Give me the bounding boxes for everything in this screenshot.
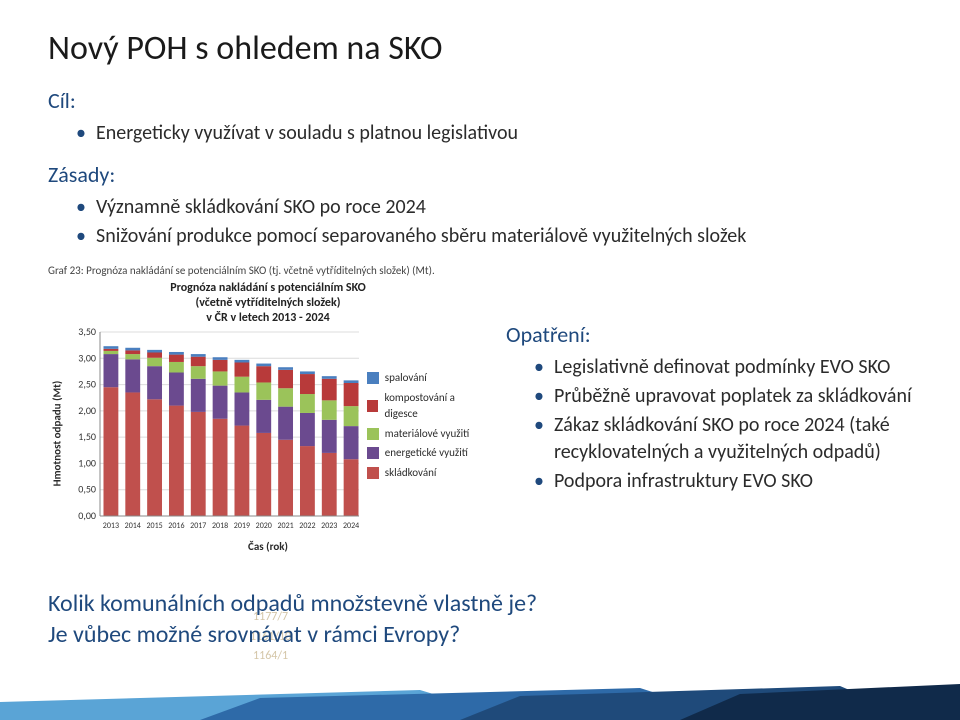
svg-text:0,00: 0,00 — [78, 509, 96, 522]
section-opatreni: Opatření: Legislativně definovat podmínk… — [506, 281, 912, 509]
svg-text:2,50: 2,50 — [78, 378, 96, 391]
section-zasady: Zásady: Významně skládkování SKO po roce… — [48, 161, 912, 250]
legend-swatch — [367, 428, 379, 440]
list-item: Legislativně definovat podmínky EVO SKO — [534, 354, 912, 381]
svg-text:2022: 2022 — [299, 521, 315, 531]
svg-text:0,50: 0,50 — [78, 483, 96, 496]
list-item: Podpora infrastruktury EVO SKO — [534, 468, 912, 495]
question-text: Kolik komunálních odpadů množstevně vlas… — [48, 588, 537, 619]
page-title: Nový POH s ohledem na SKO — [48, 28, 912, 69]
legend-item: spalování — [367, 370, 488, 387]
legend-swatch — [367, 400, 379, 412]
svg-text:2024: 2024 — [343, 521, 359, 531]
legend-swatch — [367, 372, 379, 384]
legend-label: materiálové využití — [385, 426, 470, 443]
legend-item: materiálové využití — [367, 426, 488, 443]
legend-item: energetické využití — [367, 445, 488, 462]
chart-block: Prognóza nakládání s potenciálním SKO(vč… — [48, 281, 488, 553]
bottom-questions: Kolik komunálních odpadů množstevně vlas… — [48, 588, 537, 650]
svg-text:2016: 2016 — [168, 521, 184, 531]
legend-label: kompostování a digesce — [384, 390, 488, 423]
svg-text:2018: 2018 — [212, 521, 228, 531]
svg-text:2,00: 2,00 — [78, 404, 96, 417]
list-item: Snižování produkce pomocí separovaného s… — [76, 223, 912, 250]
svg-text:2014: 2014 — [125, 521, 141, 531]
zasady-label: Zásady: — [48, 161, 912, 188]
svg-text:2023: 2023 — [321, 521, 337, 531]
legend-label: energetické využití — [385, 445, 468, 462]
stacked-bar-chart: 0,00 0,50 1,00 1,50 2,00 2,50 3,00 3,50 2013 2014… — [66, 328, 359, 538]
opatreni-list: Legislativně definovat podmínky EVO SKOP… — [534, 354, 912, 495]
svg-text:3,00: 3,00 — [78, 351, 96, 364]
chart-xlabel: Čas (rok) — [48, 540, 488, 553]
opatreni-label: Opatření: — [506, 321, 912, 348]
svg-text:3,50: 3,50 — [78, 328, 96, 338]
svg-text:1,00: 1,00 — [78, 456, 96, 469]
svg-text:2021: 2021 — [277, 521, 293, 531]
svg-text:2020: 2020 — [256, 521, 272, 531]
legend-item: kompostování a digesce — [367, 390, 488, 423]
cil-list: Energeticky využívat v souladu s platnou… — [76, 120, 912, 147]
svg-text:1,50: 1,50 — [78, 430, 96, 443]
svg-text:2019: 2019 — [234, 521, 250, 531]
svg-text:2017: 2017 — [190, 521, 206, 531]
legend-item: skládkování — [367, 465, 488, 482]
list-item: Významně skládkování SKO po roce 2024 — [76, 194, 912, 221]
section-cil: Cíl: Energeticky využívat v souladu s pl… — [48, 87, 912, 147]
legend-swatch — [367, 467, 379, 479]
list-item: Průběžně upravovat poplatek za skládková… — [534, 383, 912, 410]
svg-text:2013: 2013 — [103, 521, 119, 531]
chart-legend: spalování kompostování a digesce materiálo… — [367, 370, 488, 538]
cil-label: Cíl: — [48, 87, 912, 114]
chart-title: Prognóza nakládání s potenciálním SKO(vč… — [48, 281, 488, 326]
legend-label: spalování — [385, 370, 427, 387]
zasady-list: Významně skládkování SKO po roce 2024Sni… — [76, 194, 912, 250]
list-item: Energeticky využívat v souladu s platnou… — [76, 120, 912, 147]
list-item: Zákaz skládkování SKO po roce 2024 (také… — [534, 412, 912, 466]
chart-caption: Graf 23: Prognóza nakládání se potenciál… — [48, 264, 912, 277]
legend-swatch — [367, 447, 379, 459]
chart-ylabel: Hmotnost odpadu (Mt) — [51, 380, 64, 486]
footer-stripes-icon — [0, 684, 960, 720]
legend-label: skládkování — [385, 465, 437, 482]
svg-text:2015: 2015 — [146, 521, 162, 531]
question-text: Je vůbec možné srovnávat v rámci Evropy? — [48, 619, 537, 650]
